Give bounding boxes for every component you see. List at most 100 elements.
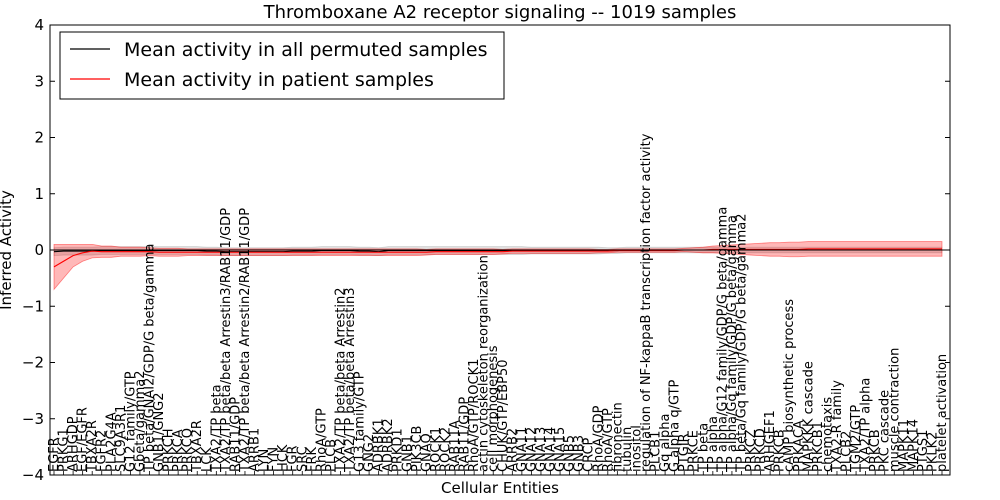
entity-label: FYN: [267, 447, 282, 472]
entity-label: EGFR: [47, 437, 62, 472]
entity-label: SRC: [295, 446, 310, 472]
entity-label: TP beta: [696, 423, 711, 473]
entity-label: Gbeta/gamma2: [133, 370, 148, 472]
band-patient: [53, 241, 943, 291]
entity-label: GNB1/GNG2: [152, 392, 167, 472]
entity-label: CHUK/GTP/EBP50: [496, 359, 511, 472]
legend-label-permuted: Mean activity in all permuted samples: [124, 39, 487, 61]
entity-label: TBXA2R: [190, 420, 205, 473]
entity-label: G12 family/GTP: [123, 371, 138, 472]
entity-label: cell morphogenesis: [486, 345, 501, 472]
entity-label: GNB3: [572, 435, 587, 472]
entity-label: FGFR2: [95, 430, 110, 472]
y-tick-label: 3: [34, 72, 44, 90]
entity-label: PRKCB: [773, 429, 788, 472]
entity-label: PRKCB1: [811, 421, 826, 472]
entity-label: GNA15: [553, 427, 568, 472]
entity-label: PLCB1: [649, 431, 664, 472]
entity-label: chemotaxis: [820, 397, 835, 472]
entity-label: RAB11A: [448, 420, 463, 472]
entity-label: EGF/EGFR: [76, 407, 91, 472]
y-tick-label: 0: [34, 241, 44, 259]
entity-label: GNA12: [524, 427, 539, 472]
entity-label: PRKCA: [171, 429, 186, 472]
entity-label: PRKCD: [754, 428, 769, 472]
entity-label: PRKCE: [687, 430, 702, 472]
entity-label: RAB11/GDP: [228, 397, 243, 472]
entity-label: GNB1: [400, 435, 415, 472]
entity-label: PLA2G4A: [104, 412, 119, 472]
entity-label: TXA2/TP beta/beta Arrestin2/RAB11/GDP: [238, 208, 253, 473]
entity-label: FRK: [305, 446, 320, 472]
legend-label-patient: Mean activity in patient samples: [124, 69, 434, 91]
entity-label: GNAQ: [419, 433, 434, 472]
entity-label: PRKG1: [57, 428, 72, 472]
x-axis-label: Cellular Entities: [441, 479, 559, 497]
entity-label: LCK: [200, 447, 215, 472]
entity-label: GNA13: [534, 427, 549, 472]
entity-label: MAPKKK cascade: [801, 361, 816, 472]
entity-label: TP alpha/Gq family/GDP/G beta/gamma: [725, 215, 740, 473]
entity-label: TP alpha: [706, 416, 721, 473]
y-tick-label: −1: [22, 297, 44, 315]
entity-label: RhoA/GTP: [314, 408, 329, 472]
entity-label: TXA2/TP alpha: [859, 378, 874, 473]
entity-label: PRKD1: [391, 428, 406, 472]
entity-label: FGR: [286, 445, 301, 472]
entity-label: LYN: [257, 449, 272, 472]
entity-label: PRKCQ: [181, 428, 196, 472]
entity-label: fibronectin: [610, 402, 625, 472]
entity-label: ARRB1: [248, 428, 263, 472]
entity-label: PIK3CB: [410, 426, 425, 472]
entity-label: RhoA/GDP: [591, 405, 606, 472]
entity-label: PLCB2: [840, 431, 855, 472]
entity-label: TXA2/TP beta/beta Arrestin3/RAB11/GDP: [219, 208, 234, 473]
entity-label: ARHGDP: [66, 416, 81, 472]
y-tick-label: −4: [22, 466, 44, 484]
entity-label: CRCP: [582, 437, 597, 472]
band-permuted: [53, 246, 943, 257]
entity-label: HCK: [276, 444, 291, 472]
entity-label: RhoA/GTP/ROCK1: [467, 359, 482, 472]
entity-label: ROCK1: [429, 427, 444, 472]
series-line-patient: [53, 248, 942, 268]
y-axis-label: Inferred Activity: [0, 190, 15, 310]
entity-label: G alpha q/GTP: [668, 379, 683, 472]
entity-label: PRKACA: [792, 420, 807, 472]
entity-label: PLCB: [324, 439, 339, 472]
entity-label: TXA2/TP beta/beta Arrestin3: [343, 287, 358, 473]
entity-label: RAB11/GDP: [458, 397, 473, 472]
chart-title: Thromboxane A2 receptor signaling -- 101…: [263, 2, 737, 23]
entity-label: ADRBK1: [372, 418, 387, 472]
entity-label: G13 family/GTP: [353, 371, 368, 472]
entity-label: ROCK2: [438, 427, 453, 472]
y-tick-label: 2: [34, 129, 44, 147]
legend-box: [59, 31, 505, 100]
entity-label: TP beta/Gq family/GDP/G beta/gamma2: [734, 213, 749, 473]
entity-label: TXA2/TP beta/beta Arrestin2: [333, 287, 348, 473]
entity-label: TXA2/TP beta: [209, 384, 224, 473]
y-tick-label: 4: [34, 16, 44, 34]
entity-label: MAPK14: [906, 419, 921, 472]
entity-label: GNB5: [563, 435, 578, 472]
entity-label: actin cytoskeleton reorganization: [477, 255, 492, 472]
y-axis: −4 −3 −2 −1 0 1 2 3 4: [22, 16, 950, 484]
entity-label: GNA11: [515, 427, 530, 472]
entity-label: PTGIR: [677, 433, 692, 472]
entity-label: PKLK2: [925, 432, 940, 472]
entity-label: ADRBK2: [381, 418, 396, 472]
entity-label: PTGS1: [916, 430, 931, 472]
entity-label: Gq alpha: [658, 414, 673, 473]
entity-label: SLC9A3R1: [114, 405, 129, 472]
entity-label: PRKCB: [868, 429, 883, 472]
entity-label: inositol: [629, 425, 644, 472]
y-tick-label: −3: [22, 410, 44, 428]
entity-label: GNG2: [362, 434, 377, 472]
entity-label: PKC cascade: [878, 390, 893, 472]
entity-label: platelet activation: [935, 354, 950, 472]
entity-label: MAPK11: [897, 419, 912, 472]
y-tick-label: −2: [22, 354, 44, 372]
entity-label: PRKCZ: [744, 429, 759, 472]
